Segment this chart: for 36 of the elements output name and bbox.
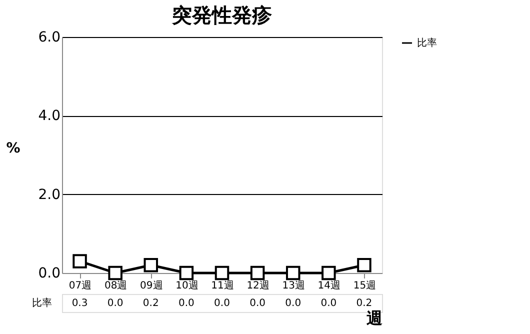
y-tick-label: 2.0 (38, 186, 60, 203)
y-tick-label: 0.0 (38, 266, 60, 282)
x-tick-label: 08週 (104, 280, 128, 292)
y-axis-title: % (6, 140, 20, 156)
point (179, 266, 194, 280)
data-label: 0.2 (356, 298, 372, 309)
data-label: 0.2 (142, 298, 159, 309)
data-label: 0.3 (72, 298, 88, 309)
x-tick-label: 10週 (176, 280, 198, 292)
text: 比率 (32, 298, 52, 309)
x-tick-label: 09週 (140, 280, 163, 292)
point (286, 266, 300, 280)
data-label: 0.0 (320, 298, 337, 309)
x-tick-label: 13週 (282, 280, 305, 292)
data-label: 0.0 (285, 298, 302, 309)
data-label: 0.0 (214, 298, 230, 309)
x-tick-label: 11週 (211, 280, 234, 292)
legend-label: 比率 (417, 37, 437, 49)
y-tick-label: 6.0 (38, 30, 60, 46)
point (108, 266, 122, 280)
data-label: 0.0 (107, 298, 124, 309)
x-axis-title: 週 (366, 308, 384, 328)
point (72, 254, 87, 268)
chart-title: 突発性発疹 (171, 3, 273, 27)
x-tick-label: 14週 (318, 280, 341, 292)
y-tick-label: 4.0 (38, 108, 60, 124)
point (144, 258, 158, 272)
point (214, 266, 230, 280)
x-tick-label: 12週 (246, 280, 270, 292)
x-tick-label: 07週 (68, 280, 92, 292)
point (357, 258, 372, 272)
x-tick-label: 15週 (353, 280, 376, 292)
point (250, 266, 265, 280)
data-label: 0.0 (250, 298, 266, 309)
data-label: 0.0 (178, 298, 194, 309)
point (322, 266, 336, 280)
